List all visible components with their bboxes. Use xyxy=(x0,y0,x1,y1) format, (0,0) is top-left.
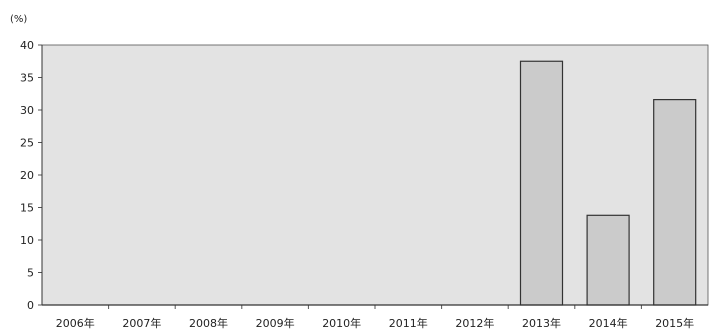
bar-2013年 xyxy=(519,60,564,306)
y-tick-label: 15 xyxy=(20,202,34,215)
y-tick-label: 35 xyxy=(20,72,34,85)
x-tick-label: 2008年 xyxy=(189,316,228,330)
y-tick-label: 25 xyxy=(20,137,34,150)
bar-2015年 xyxy=(653,98,697,306)
bar-2014年 xyxy=(586,214,630,306)
x-tick-label: 2007年 xyxy=(122,316,161,330)
y-axis-ticks: 0 5 10 15 20 25 30 35 40 xyxy=(20,39,42,312)
y-tick-label: 0 xyxy=(27,299,34,312)
x-tick-label: 2013年 xyxy=(522,316,561,330)
x-tick-label: 2015年 xyxy=(655,316,694,330)
y-tick-label: 20 xyxy=(20,169,34,182)
x-tick-label: 2010年 xyxy=(322,316,361,330)
bars xyxy=(519,60,697,306)
x-tick-label: 2009年 xyxy=(256,316,295,330)
y-tick-label: 40 xyxy=(20,39,34,52)
x-tick-label: 2006年 xyxy=(56,316,95,330)
x-tick-label: 2011年 xyxy=(389,316,428,330)
x-tick-label: 2012年 xyxy=(455,316,494,330)
y-tick-label: 10 xyxy=(20,234,34,247)
y-axis-unit-label: (%) xyxy=(10,14,27,25)
x-tick-label: 2014年 xyxy=(589,316,628,330)
y-tick-label: 5 xyxy=(27,267,34,280)
x-axis-ticks: 2006年 2007年 2008年 2009年 2010年 2011年 2012年 2013年… xyxy=(56,305,694,330)
y-tick-label: 30 xyxy=(20,104,34,117)
